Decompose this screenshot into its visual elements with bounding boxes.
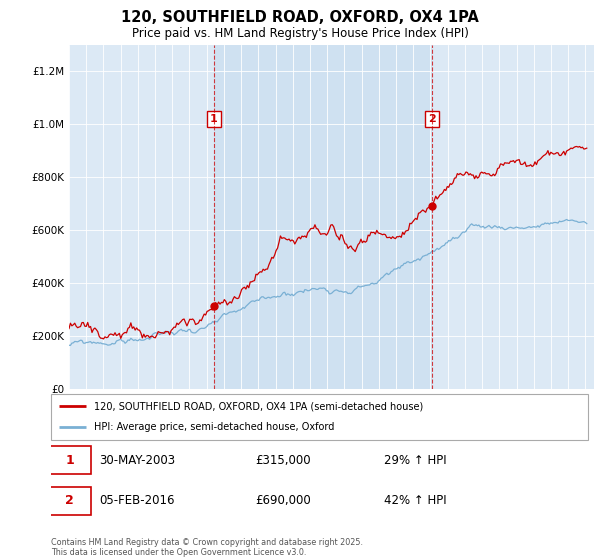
Text: 05-FEB-2016: 05-FEB-2016 — [100, 494, 175, 507]
Text: 2: 2 — [65, 494, 74, 507]
Text: 1: 1 — [65, 454, 74, 467]
Bar — [214, 45, 432, 389]
Text: 120, SOUTHFIELD ROAD, OXFORD, OX4 1PA (semi-detached house): 120, SOUTHFIELD ROAD, OXFORD, OX4 1PA (s… — [94, 401, 423, 411]
Text: Contains HM Land Registry data © Crown copyright and database right 2025.
This d: Contains HM Land Registry data © Crown c… — [51, 538, 363, 557]
Text: 42% ↑ HPI: 42% ↑ HPI — [384, 494, 446, 507]
Text: Price paid vs. HM Land Registry's House Price Index (HPI): Price paid vs. HM Land Registry's House … — [131, 27, 469, 40]
Text: 1: 1 — [210, 114, 218, 124]
FancyBboxPatch shape — [49, 446, 91, 474]
Text: £315,000: £315,000 — [255, 454, 311, 467]
FancyBboxPatch shape — [49, 487, 91, 515]
Text: £690,000: £690,000 — [255, 494, 311, 507]
Text: HPI: Average price, semi-detached house, Oxford: HPI: Average price, semi-detached house,… — [94, 422, 334, 432]
Text: 2: 2 — [428, 114, 436, 124]
Text: 30-MAY-2003: 30-MAY-2003 — [100, 454, 175, 467]
Text: 29% ↑ HPI: 29% ↑ HPI — [384, 454, 446, 467]
Text: 120, SOUTHFIELD ROAD, OXFORD, OX4 1PA: 120, SOUTHFIELD ROAD, OXFORD, OX4 1PA — [121, 10, 479, 25]
